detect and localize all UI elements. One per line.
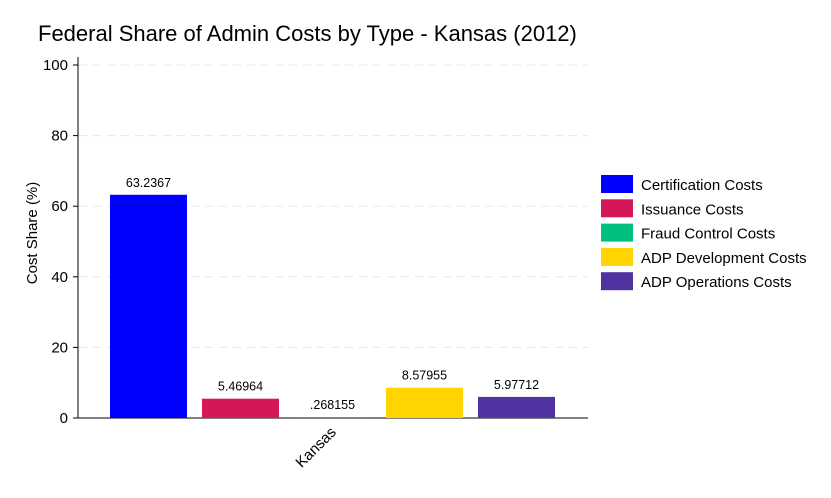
legend-label-certification-costs: Certification Costs	[641, 177, 763, 194]
data-label-certification-costs: 63.2367	[126, 176, 171, 190]
data-labels: 63.2367 5.46964 .268155 8.57955 5.97712	[126, 176, 539, 412]
legend-label-fraud-control-costs: Fraud Control Costs	[641, 226, 775, 243]
data-label-issuance-costs: 5.46964	[218, 380, 263, 394]
y-tick-label-0: 0	[60, 410, 68, 427]
bar-adp-operations-costs	[478, 396, 555, 418]
legend-swatch-adp-operations-costs	[601, 272, 633, 291]
y-tick-label-80: 80	[51, 128, 68, 145]
data-label-adp-development-costs: 8.57955	[402, 369, 447, 383]
bars	[110, 194, 555, 418]
chart-title: Federal Share of Admin Costs by Type - K…	[38, 21, 577, 46]
x-tick-label-kansas: Kansas	[292, 424, 339, 471]
legend-label-adp-operations-costs: ADP Operations Costs	[641, 274, 792, 291]
bar-issuance-costs	[202, 398, 279, 418]
legend-swatch-adp-development-costs	[601, 247, 633, 266]
data-label-adp-operations-costs: 5.97712	[494, 378, 539, 392]
y-tick-label-60: 60	[51, 198, 68, 215]
legend-label-issuance-costs: Issuance Costs	[641, 201, 744, 218]
bar-adp-development-costs	[386, 387, 463, 418]
legend-swatch-fraud-control-costs	[601, 223, 633, 242]
legend: Certification Costs Issuance Costs Fraud C…	[601, 175, 807, 291]
y-axis-label: Cost Share (%)	[24, 182, 41, 285]
data-label-fraud-control-costs: .268155	[310, 398, 355, 412]
bar-certification-costs	[110, 194, 187, 418]
legend-label-adp-development-costs: ADP Development Costs	[641, 250, 807, 267]
legend-swatch-certification-costs	[601, 175, 633, 193]
legend-swatch-issuance-costs	[601, 199, 633, 218]
y-axis-ticks: 0 20 40 60 80 100	[43, 57, 78, 427]
bar-fraud-control-costs	[294, 417, 371, 418]
y-tick-label-100: 100	[43, 57, 68, 74]
y-tick-label-20: 20	[51, 339, 68, 356]
y-tick-label-40: 40	[51, 269, 68, 286]
